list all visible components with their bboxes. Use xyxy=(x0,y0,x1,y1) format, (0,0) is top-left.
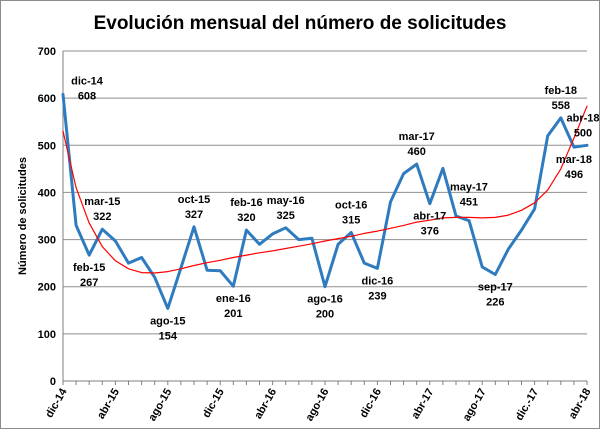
data-label-month: dic-14 xyxy=(71,75,104,87)
data-label-month: abr-18 xyxy=(566,112,599,124)
data-label-month: ago-15 xyxy=(150,315,185,327)
data-label-value: 315 xyxy=(342,215,360,227)
data-label-month: oct-15 xyxy=(178,194,210,206)
y-tick-label: 300 xyxy=(38,235,56,247)
data-label-feb-15: feb-15 267 xyxy=(73,262,105,289)
data-label-may-16: may-16 325 xyxy=(267,195,305,222)
data-label-ene-16: ene-16 201 xyxy=(216,293,251,320)
data-label-month: mar-15 xyxy=(84,196,120,208)
data-label-month: sep-17 xyxy=(478,281,513,293)
data-label-value: 154 xyxy=(159,330,178,342)
data-label-month: feb-18 xyxy=(545,85,577,97)
x-tick-label: ago-15 xyxy=(146,387,174,424)
data-label-value: 376 xyxy=(421,226,439,238)
data-label-month: ene-16 xyxy=(216,293,251,305)
data-labels: dic-14 608 feb-15 267 mar-15 322 ago-15 154 oct-… xyxy=(71,75,599,342)
data-label-value: 608 xyxy=(78,90,96,102)
data-label-month: dic-16 xyxy=(362,275,394,287)
trendline xyxy=(62,105,588,274)
data-label-value: 226 xyxy=(486,296,504,308)
x-tick-label: abr-16 xyxy=(252,387,279,422)
x-tick-label: ago-16 xyxy=(303,387,331,424)
x-tick-label: ago-17 xyxy=(461,387,489,424)
data-label-month: feb-16 xyxy=(230,197,262,209)
data-label-value: 239 xyxy=(368,290,386,302)
data-label-ago-16: ago-16 200 xyxy=(307,294,342,321)
data-label-month: mar-17 xyxy=(399,131,435,143)
data-label-month: oct-16 xyxy=(335,200,367,212)
data-label-mar-18: mar-18 496 xyxy=(556,154,592,181)
data-label-value: 200 xyxy=(316,309,334,321)
data-label-value: 267 xyxy=(80,277,98,289)
x-tick-label: dic-16 xyxy=(358,387,384,421)
data-label-oct-16: oct-16 315 xyxy=(335,200,367,227)
data-label-month: may-17 xyxy=(450,181,488,193)
y-tick-label: 0 xyxy=(50,376,56,388)
axes: 0 100 200 300 400 500 600 700 dic-14 abr-15 ago-15… xyxy=(38,46,594,423)
data-label-value: 201 xyxy=(224,308,242,320)
x-tick-label: dic.-17 xyxy=(513,387,541,423)
data-label-month: mar-18 xyxy=(556,154,592,166)
y-tick-label: 700 xyxy=(38,46,56,58)
y-tick-label: 400 xyxy=(38,187,56,199)
data-label-month: ago-16 xyxy=(307,294,342,306)
data-label-dic-16: dic-16 239 xyxy=(362,275,394,302)
y-tick-label: 200 xyxy=(38,282,56,294)
data-label-feb-16: feb-16 320 xyxy=(230,197,262,224)
series-line xyxy=(61,92,589,310)
y-tick-label: 100 xyxy=(38,329,56,341)
data-label-month: abr-17 xyxy=(413,211,446,223)
data-label-value: 500 xyxy=(574,127,592,139)
data-label-value: 460 xyxy=(408,146,426,158)
series xyxy=(61,92,589,310)
data-label-sep-17: sep-17 226 xyxy=(478,281,513,308)
x-tick-label: abr-18 xyxy=(567,387,594,422)
data-label-month: feb-15 xyxy=(73,262,105,274)
y-tick-label: 600 xyxy=(38,93,56,105)
x-tick-label: dic-14 xyxy=(43,386,70,420)
data-label-mar-17: mar-17 460 xyxy=(399,131,435,158)
data-label-oct-15: oct-15 327 xyxy=(178,194,210,221)
y-axis-label: Número de solicitudes xyxy=(17,157,29,275)
data-label-ago-15: ago-15 154 xyxy=(150,315,185,342)
data-label-value: 327 xyxy=(185,209,203,221)
data-label-abr-17: abr-17 376 xyxy=(413,211,446,238)
chart-title: Evolución mensual del número de solicitu… xyxy=(94,13,507,34)
data-label-month: may-16 xyxy=(267,195,305,207)
data-label-abr-18: abr-18 500 xyxy=(566,112,599,139)
x-tick-label: dic-15 xyxy=(201,387,227,421)
data-label-may-17: may-17 451 xyxy=(450,181,488,208)
x-tick-label: abr-17 xyxy=(409,387,436,422)
x-tick-label: abr-15 xyxy=(95,387,122,422)
data-label-value: 322 xyxy=(93,211,111,223)
data-label-feb-18: feb-18 558 xyxy=(545,85,577,112)
data-label-mar-15: mar-15 322 xyxy=(84,196,120,223)
data-label-value: 558 xyxy=(552,100,570,112)
data-label-value: 320 xyxy=(237,212,255,224)
data-label-value: 496 xyxy=(565,169,583,181)
data-label-value: 325 xyxy=(277,210,295,222)
gridlines xyxy=(63,50,587,335)
y-tick-label: 500 xyxy=(38,140,56,152)
data-label-value: 451 xyxy=(460,196,478,208)
data-label-dic-14: dic-14 608 xyxy=(71,75,104,102)
